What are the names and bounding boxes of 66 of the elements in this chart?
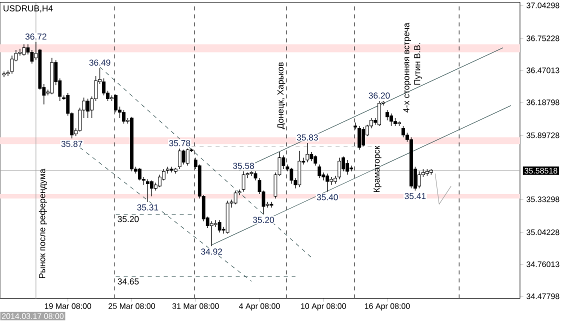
y-tick-label: 36.18798 (526, 100, 560, 106)
candlestick (290, 168, 294, 184)
text: 35.41 (404, 192, 426, 200)
candlestick (326, 173, 330, 192)
candlestick (390, 113, 393, 126)
annotation: Рынок после референдума (38, 168, 47, 278)
chart-title: USDRUB,H4 (4, 5, 53, 12)
x-tick-label: 16 Apr 08:00 (364, 303, 410, 310)
text: 36.49 (89, 60, 110, 66)
candlestick (122, 110, 126, 124)
candlestick (310, 152, 314, 162)
candlestick (298, 150, 302, 188)
candlestick (102, 78, 106, 96)
candlestick (378, 100, 381, 126)
ref-line-label: 35.58518 (524, 168, 558, 174)
x-tick-label: 4 Apr 08:00 (239, 303, 280, 310)
y-tick-label: 34.76013 (526, 261, 560, 268)
x-tick-label: 25 Mar 08:00 (108, 303, 156, 309)
text: 35.31 (137, 204, 158, 210)
series-label: 34.65 (118, 278, 139, 285)
x-tick-label: 10 Apr 08:00 (301, 303, 346, 310)
candlestick (318, 164, 322, 178)
candlestick (270, 202, 274, 208)
text: 35.58 (233, 162, 254, 169)
candlestick (234, 190, 238, 205)
text: 35.78 (169, 140, 190, 146)
candlestick (338, 157, 342, 180)
x-axis-title: 2014.03.17 08:00 (2, 313, 64, 319)
text: 35.20 (252, 216, 274, 223)
candlestick (138, 168, 142, 181)
candlestick (314, 155, 318, 166)
candlestick (210, 220, 214, 246)
candlestick (150, 180, 154, 197)
series-label: 35.20 (118, 216, 139, 222)
x-tick-label: 31 Mar 08:00 (172, 303, 219, 309)
y-tick-label: 35.04228 (526, 229, 560, 236)
candlestick (402, 126, 405, 138)
annotation: Путин В.В. (414, 43, 422, 85)
x-tick-label: 19 Mar 08:00 (44, 303, 92, 309)
candlestick (218, 220, 222, 233)
candlestick (182, 149, 186, 165)
text: 36.20 (368, 92, 390, 99)
candlestick (146, 178, 150, 202)
annotation: Краматорск (374, 146, 382, 192)
candlestick (158, 174, 162, 188)
text: 35.40 (316, 194, 338, 200)
text: 35.83 (296, 134, 318, 141)
candlestick (346, 160, 350, 176)
y-tick-label: 35.33298 (526, 196, 560, 202)
annotation: 4-х сторонняя встреча (403, 22, 412, 113)
candlestick (358, 126, 362, 150)
candlestick (22, 44, 26, 56)
candlestick (362, 126, 366, 147)
y-tick-label: 37.04298 (526, 2, 560, 8)
y-tick-label: 34.47798 (526, 293, 560, 300)
y-tick-label: 35.89728 (526, 132, 560, 138)
text: 36.72 (25, 33, 46, 40)
y-tick-label: 36.75228 (526, 36, 560, 42)
candlestick (86, 98, 90, 118)
y-tick-label: 36.47013 (526, 68, 560, 74)
text: 34.92 (201, 248, 222, 255)
candlestick (386, 110, 389, 121)
annotation: Донецк, Харьков (277, 62, 286, 130)
candlestick (242, 170, 246, 192)
text: 35.87 (61, 140, 82, 147)
candlestick (417, 170, 421, 189)
